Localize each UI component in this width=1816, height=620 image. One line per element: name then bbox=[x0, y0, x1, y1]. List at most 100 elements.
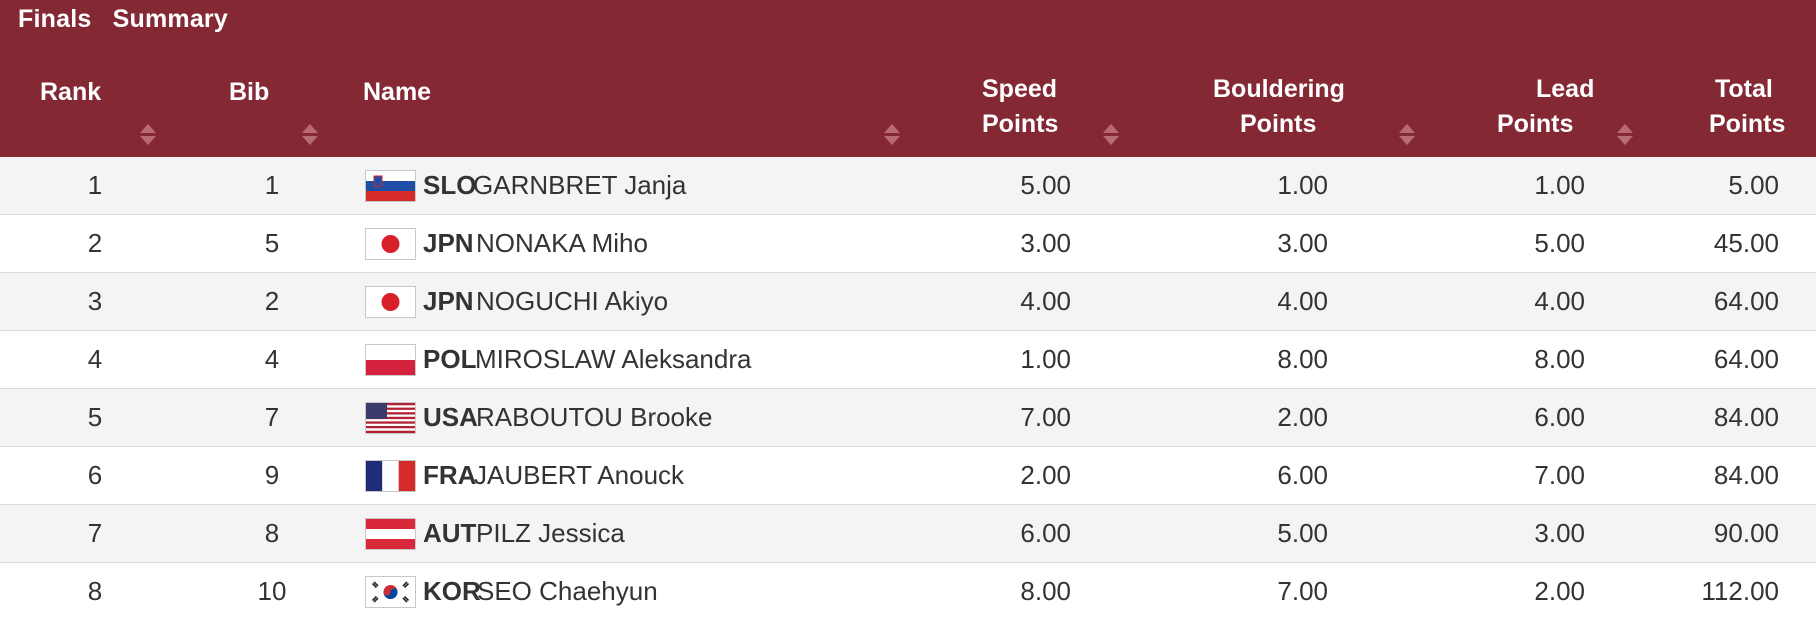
total-points-cell: 45.00 bbox=[1713, 228, 1779, 258]
jpn-flag-icon bbox=[365, 286, 416, 318]
noc-code: FRA bbox=[423, 460, 477, 490]
speed-points-cell: 1.00 bbox=[1020, 344, 1071, 374]
noc-code: JPN bbox=[423, 286, 474, 316]
tab-summary[interactable]: Summary bbox=[112, 5, 228, 33]
sort-name-icon[interactable] bbox=[884, 124, 900, 146]
aut-flag-icon bbox=[365, 518, 416, 550]
total-points-cell: 64.00 bbox=[1713, 286, 1779, 316]
total-points-cell: 112.00 bbox=[1701, 576, 1779, 606]
kor-flag-icon bbox=[365, 576, 416, 608]
total-points-cell: 5.00 bbox=[1728, 170, 1779, 200]
column-header-lead-line1: Lead bbox=[1536, 75, 1595, 103]
bouldering-points-cell: 5.00 bbox=[1277, 518, 1328, 548]
sort-bouldering-icon[interactable] bbox=[1399, 124, 1415, 146]
speed-points-cell: 8.00 bbox=[1020, 576, 1071, 606]
table-row[interactable]: 8 10 KOR SEO Chaehyun 8.00 7.00 2.00 112… bbox=[0, 563, 1816, 610]
fra-flag-icon bbox=[365, 460, 416, 492]
rank-cell: 5 bbox=[87, 402, 103, 432]
table-row[interactable]: 4 4 POL MIROSLAW Aleksandra 1.00 8.00 8.… bbox=[0, 331, 1816, 389]
athlete-name[interactable]: MIROSLAW Aleksandra bbox=[475, 344, 752, 374]
table-row[interactable]: 6 9 FRA JAUBERT Anouck 2.00 6.00 7.00 84… bbox=[0, 447, 1816, 505]
rank-cell: 6 bbox=[87, 460, 103, 490]
column-header-bouldering[interactable]: Bouldering Points bbox=[1213, 72, 1345, 142]
rank-cell: 7 bbox=[87, 518, 103, 548]
sort-speed-icon[interactable] bbox=[1103, 124, 1119, 146]
bouldering-points-cell: 8.00 bbox=[1277, 344, 1328, 374]
table-row[interactable]: 5 7 USA RABOUTOU Brooke 7.00 2.00 6.00 8… bbox=[0, 389, 1816, 447]
bouldering-points-cell: 1.00 bbox=[1277, 170, 1328, 200]
column-header-bouldering-line2: Points bbox=[1240, 110, 1317, 138]
table-row[interactable]: 2 5 JPN NONAKA Miho 3.00 3.00 5.00 45.00 bbox=[0, 215, 1816, 273]
column-header-rank[interactable]: Rank bbox=[40, 75, 101, 110]
jpn-flag-icon bbox=[365, 228, 416, 260]
rank-cell: 4 bbox=[87, 344, 103, 374]
speed-points-cell: 6.00 bbox=[1020, 518, 1071, 548]
column-header-total-line1: Total bbox=[1715, 75, 1773, 103]
speed-points-cell: 5.00 bbox=[1020, 170, 1071, 200]
bouldering-points-cell: 6.00 bbox=[1277, 460, 1328, 490]
noc-code: KOR bbox=[423, 576, 481, 606]
speed-points-cell: 2.00 bbox=[1020, 460, 1071, 490]
speed-points-cell: 4.00 bbox=[1020, 286, 1071, 316]
table-header: Finals Summary Rank Bib Name Speed Point… bbox=[0, 0, 1816, 157]
speed-points-cell: 7.00 bbox=[1020, 402, 1071, 432]
total-points-cell: 84.00 bbox=[1713, 460, 1779, 490]
noc-code: POL bbox=[423, 344, 477, 374]
sort-lead-icon[interactable] bbox=[1617, 124, 1633, 146]
bouldering-points-cell: 7.00 bbox=[1277, 576, 1328, 606]
lead-points-cell: 5.00 bbox=[1534, 228, 1585, 258]
noc-code: USA bbox=[423, 402, 478, 432]
athlete-name[interactable]: NONAKA Miho bbox=[476, 228, 648, 258]
column-header-speed-line2: Points bbox=[982, 110, 1059, 138]
column-header-bib-label: Bib bbox=[229, 78, 270, 106]
table-row[interactable]: 7 8 AUT PILZ Jessica 6.00 5.00 3.00 90.0… bbox=[0, 505, 1816, 563]
total-points-cell: 84.00 bbox=[1713, 402, 1779, 432]
column-header-rank-label: Rank bbox=[40, 78, 102, 106]
bib-cell: 10 bbox=[257, 576, 287, 606]
table-row[interactable]: 1 1 SLO GARNBRET Janja 5.00 1.00 1.00 5.… bbox=[0, 157, 1816, 215]
athlete-name[interactable]: SEO Chaehyun bbox=[477, 576, 658, 606]
lead-points-cell: 3.00 bbox=[1534, 518, 1585, 548]
rank-cell: 1 bbox=[87, 170, 103, 200]
tab-finals[interactable]: Finals bbox=[18, 5, 92, 33]
column-header-speed-line1: Speed bbox=[982, 75, 1058, 103]
column-header-lead-line2: Points bbox=[1497, 110, 1574, 138]
lead-points-cell: 2.00 bbox=[1534, 576, 1585, 606]
rank-cell: 2 bbox=[87, 228, 103, 258]
bib-cell: 1 bbox=[264, 170, 280, 200]
athlete-name[interactable]: JAUBERT Anouck bbox=[474, 460, 685, 490]
rank-cell: 8 bbox=[87, 576, 103, 606]
sort-bib-icon[interactable] bbox=[302, 124, 318, 146]
column-header-bib[interactable]: Bib bbox=[229, 75, 269, 110]
lead-points-cell: 6.00 bbox=[1534, 402, 1585, 432]
athlete-name[interactable]: PILZ Jessica bbox=[476, 518, 625, 548]
bib-cell: 8 bbox=[264, 518, 280, 548]
total-points-cell: 90.00 bbox=[1713, 518, 1779, 548]
column-header-name[interactable]: Name bbox=[363, 75, 431, 110]
bouldering-points-cell: 3.00 bbox=[1277, 228, 1328, 258]
column-header-total[interactable]: Total Points bbox=[1709, 72, 1785, 142]
slo-flag-icon bbox=[365, 170, 416, 202]
athlete-name[interactable]: RABOUTOU Brooke bbox=[476, 402, 713, 432]
sort-rank-icon[interactable] bbox=[140, 124, 156, 146]
athlete-name[interactable]: NOGUCHI Akiyo bbox=[476, 286, 669, 316]
column-header-name-label: Name bbox=[363, 78, 432, 106]
bib-cell: 4 bbox=[264, 344, 280, 374]
column-header-lead[interactable]: Lead Points bbox=[1497, 72, 1594, 142]
column-header-speed[interactable]: Speed Points bbox=[982, 72, 1058, 142]
bouldering-points-cell: 4.00 bbox=[1277, 286, 1328, 316]
noc-code: AUT bbox=[423, 518, 477, 548]
athlete-name[interactable]: GARNBRET Janja bbox=[473, 170, 687, 200]
rank-cell: 3 bbox=[87, 286, 103, 316]
table-row[interactable]: 3 2 JPN NOGUCHI Akiyo 4.00 4.00 4.00 64.… bbox=[0, 273, 1816, 331]
pol-flag-icon bbox=[365, 344, 416, 376]
bib-cell: 7 bbox=[264, 402, 280, 432]
noc-code: SLO bbox=[423, 170, 477, 200]
column-header-bouldering-line1: Bouldering bbox=[1213, 75, 1345, 103]
bib-cell: 9 bbox=[264, 460, 280, 490]
lead-points-cell: 8.00 bbox=[1534, 344, 1585, 374]
bib-cell: 2 bbox=[264, 286, 280, 316]
total-points-cell: 64.00 bbox=[1713, 344, 1779, 374]
bouldering-points-cell: 2.00 bbox=[1277, 402, 1328, 432]
lead-points-cell: 1.00 bbox=[1534, 170, 1585, 200]
